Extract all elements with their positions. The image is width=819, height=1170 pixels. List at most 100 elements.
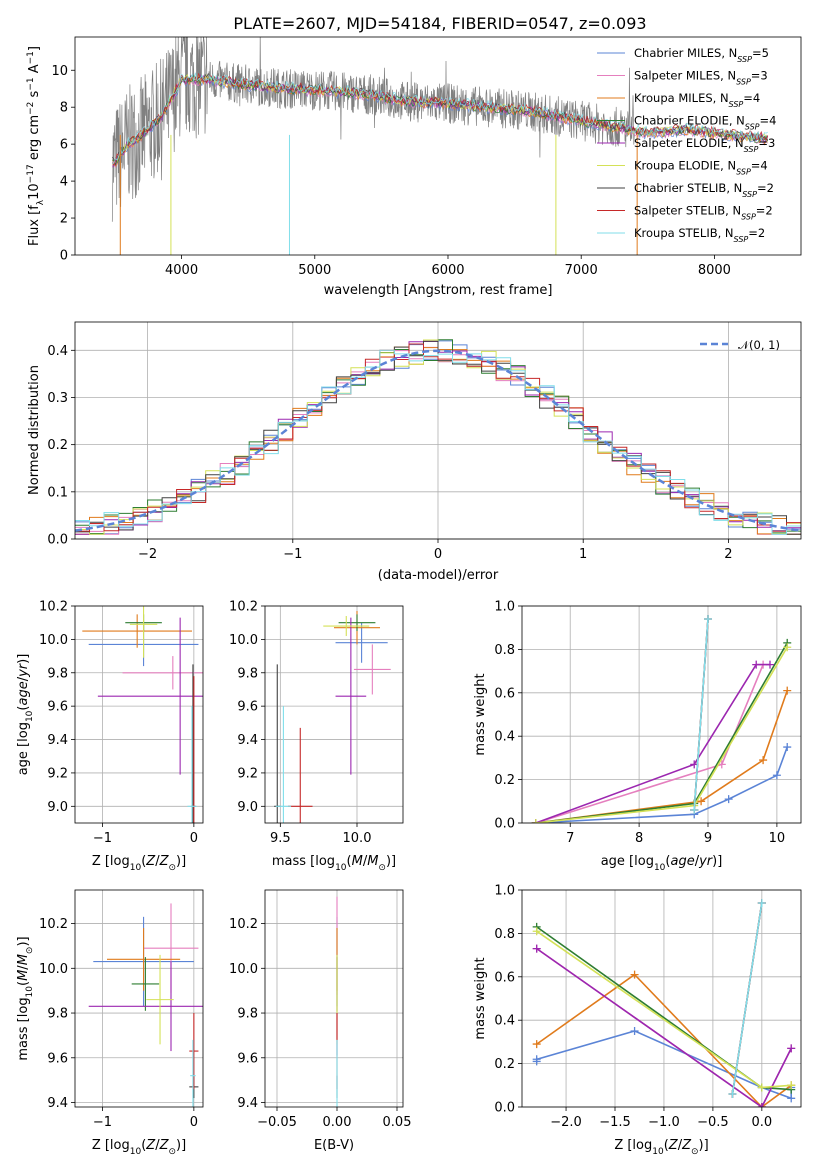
label-part: )] [176, 1138, 186, 1153]
label-part: ( [16, 981, 31, 986]
plot-area-mass_vs_Z [88, 903, 203, 1107]
y-tick-label: 4 [60, 175, 68, 190]
label-part: ( [664, 1138, 669, 1153]
y-tick-label: 10.0 [39, 962, 68, 977]
y-tick-label: 9.4 [47, 1096, 68, 1111]
label-part: E(B-V) [314, 1138, 354, 1153]
y-tick-label: 1.0 [494, 600, 515, 615]
y-axis-label: age [log10(age/yr)] [16, 654, 35, 776]
model-spectrum-8 [112, 72, 768, 165]
weight-point-2 [697, 797, 706, 806]
axes-frame [521, 605, 802, 824]
y-tick-label: 0 [60, 249, 68, 264]
label-part: )] [176, 854, 186, 869]
label-part: )] [16, 936, 31, 946]
weight-point-0 [772, 771, 781, 780]
weight-series-2 [536, 973, 792, 1107]
y-tick-label: 9.6 [237, 1051, 258, 1066]
label-part: ⊙ [25, 947, 35, 955]
y-tick-label: 6 [60, 138, 68, 153]
model-spectrum-0 [112, 76, 769, 167]
label-part: ( [16, 706, 31, 711]
plot-area-weight_vs_age [531, 615, 792, 823]
label-part: age [log [16, 722, 31, 775]
y-tick-label: 9.8 [237, 666, 258, 681]
x-tick-label: 0.0 [751, 1115, 772, 1130]
y-tick-label: 9.8 [47, 1007, 68, 1022]
x-tick-label: 8000 [698, 263, 731, 278]
label-part: 10 [25, 710, 35, 722]
y-tick-label: 10.2 [229, 917, 258, 932]
label-part: / [363, 854, 368, 869]
x-tick-label: 0.05 [383, 1115, 412, 1130]
weight-series-4 [536, 947, 792, 1107]
y-tick-label: 10.0 [229, 633, 258, 648]
panel-mass_vs_Z: −1 09.49.69.810.010.2Z [log10(Z/Z⊙)]mass … [16, 889, 204, 1157]
legend-tail: =4 [743, 91, 760, 105]
label-part: / [678, 1138, 683, 1153]
weight-point-5 [783, 643, 792, 652]
y-tick-label: 0.2 [47, 438, 68, 453]
label-part: age [log [601, 854, 654, 869]
label-part: / [155, 1138, 160, 1153]
x-tick-label: 0.00 [323, 1115, 352, 1130]
label-part: −1 [26, 51, 36, 64]
y-tick-label: 0.4 [47, 344, 68, 359]
label-part: −2 [26, 102, 36, 115]
weight-series-3 [535, 642, 788, 823]
axes-frame [264, 605, 404, 824]
weight-point-5 [531, 819, 540, 823]
x-tick-label: −1.0 [648, 1115, 680, 1130]
label-part: ] [27, 46, 42, 51]
y-tick-label: 0.1 [47, 485, 68, 500]
label-part: 10 [130, 1147, 142, 1157]
legend-text: Chabrier ELODIE, N [634, 114, 745, 128]
y-tick-label: 9.8 [47, 666, 68, 681]
legend-tail: =4 [760, 114, 777, 128]
plot-area-weight_vs_Z [532, 899, 796, 1107]
weight-point-0 [532, 1055, 541, 1064]
legend-tail: =5 [752, 46, 769, 60]
label-part: 10 [130, 863, 142, 873]
histogram-7 [75, 343, 801, 532]
y-tick-label: 9.0 [237, 800, 258, 815]
legend-tail: =2 [757, 181, 774, 195]
axes-frame [74, 36, 802, 256]
weight-point-5 [532, 927, 541, 936]
normal-curve [75, 349, 801, 532]
y-tick-label: 0.0 [47, 533, 68, 548]
legend-text: Kroupa STELIB, N [634, 226, 734, 240]
label-part: 10 [335, 863, 347, 873]
y-tick-label: 0.2 [494, 1057, 515, 1072]
weight-point-8 [690, 805, 699, 814]
x-axis-label: Z [log10(Z/Z⊙)] [92, 1138, 186, 1157]
weight-point-4 [752, 660, 761, 669]
label-part: mass [log [272, 854, 335, 869]
label-part: mass [log [16, 997, 31, 1060]
label-part: Z [159, 1138, 170, 1153]
x-tick-label: 1 [579, 547, 587, 562]
weight-point-0 [630, 1027, 639, 1036]
label-part: ⊙ [378, 863, 386, 873]
y-tick-label: 2 [60, 212, 68, 227]
label-part: Z [668, 1138, 679, 1153]
x-tick-label: 9 [704, 831, 712, 846]
x-axis-label: (data-model)/error [378, 568, 499, 583]
y-tick-label: 0.8 [494, 927, 515, 942]
weight-point-2 [759, 756, 768, 765]
x-tick-label: −2 [138, 547, 157, 562]
legend-tail: =3 [758, 136, 775, 150]
y-tick-label: 9.6 [237, 700, 258, 715]
weight-series-4 [535, 663, 770, 823]
weight-point-4 [766, 660, 774, 669]
legend-text: Salpeter ELODIE, N [634, 136, 744, 150]
legend-sub: SSP [736, 167, 751, 176]
label-part: Z [681, 1138, 692, 1153]
label-part: / [155, 854, 160, 869]
axes-frame [74, 321, 802, 540]
legend-entry: Salpeter MILES, NSSP=3 [634, 69, 768, 87]
legend-sub: SSP [742, 190, 757, 199]
label-part: 10 [652, 1147, 664, 1157]
y-tick-label: 0.6 [494, 970, 515, 985]
